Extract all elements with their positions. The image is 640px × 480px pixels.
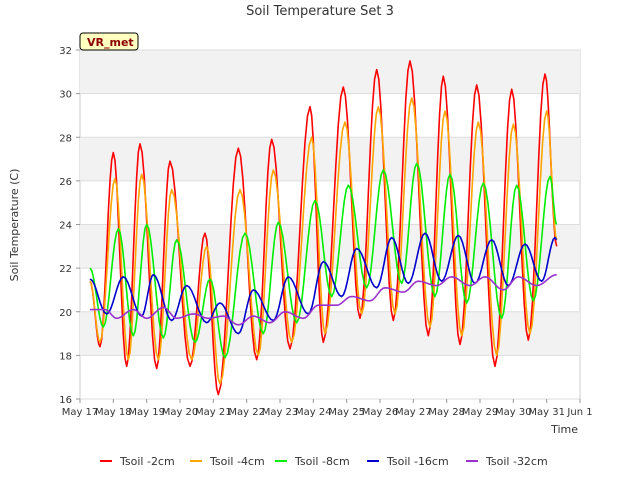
y-tick-label: 28	[59, 133, 72, 144]
x-tick-label: May 26	[362, 407, 399, 418]
background-band	[80, 137, 580, 181]
station-badge-box	[79, 32, 139, 51]
y-tick-label: 22	[59, 264, 72, 275]
series-line-tsoil-4cm	[89, 97, 558, 385]
x-tick-label: May 18	[95, 407, 132, 418]
x-tick-label: May 19	[128, 407, 165, 418]
x-tick-label: May 28	[428, 407, 465, 418]
y-tick-label: 18	[59, 351, 72, 362]
legend-label: Tsoil -8cm	[294, 455, 350, 468]
x-tick-label: Jun 1	[566, 407, 592, 418]
series-line-tsoil-16cm	[89, 232, 558, 335]
station-badge: VR_met	[79, 32, 139, 51]
x-tick-label: May 21	[195, 407, 232, 418]
x-tick-label: May 31	[528, 407, 565, 418]
series-lines	[89, 60, 558, 396]
x-tick-label: May 22	[228, 407, 265, 418]
background-band	[80, 50, 580, 94]
series-line-tsoil-2cm	[89, 60, 558, 396]
legend-label: Tsoil -2cm	[119, 455, 175, 468]
y-tick-label: 24	[59, 221, 72, 232]
x-tick-label: May 27	[395, 407, 432, 418]
chart-title: Soil Temperature Set 3	[246, 4, 394, 19]
y-tick-label: 26	[59, 177, 72, 188]
legend: Tsoil -2cm Tsoil -4cm Tsoil -8cm Tsoil -16c…	[100, 455, 548, 468]
y-axis-label: Soil Temperature (C)	[8, 169, 21, 282]
x-tick-label: May 17	[62, 407, 99, 418]
x-axis-label: Time	[550, 423, 578, 436]
y-tick-label: 32	[59, 46, 72, 57]
station-badge-label: VR_met	[87, 36, 134, 49]
x-tick-label: May 25	[328, 407, 365, 418]
x-tick-label: May 24	[295, 407, 332, 418]
series-line-tsoil-8cm	[89, 162, 558, 359]
legend-label: Tsoil -16cm	[386, 455, 449, 468]
y-tick-label: 30	[59, 90, 72, 101]
y-tick-labels: 16 18 20 22 24 26 28 30 32	[59, 46, 80, 406]
x-tick-label: May 23	[262, 407, 299, 418]
series-line-tsoil-32cm	[90, 273, 557, 326]
x-tick-label: May 20	[162, 407, 199, 418]
y-tick-label: 20	[59, 308, 72, 319]
legend-label: Tsoil -4cm	[209, 455, 265, 468]
y-tick-label: 16	[59, 395, 72, 406]
legend-label: Tsoil -32cm	[485, 455, 548, 468]
x-tick-label: May 29	[462, 407, 499, 418]
x-tick-label: May 30	[495, 407, 532, 418]
